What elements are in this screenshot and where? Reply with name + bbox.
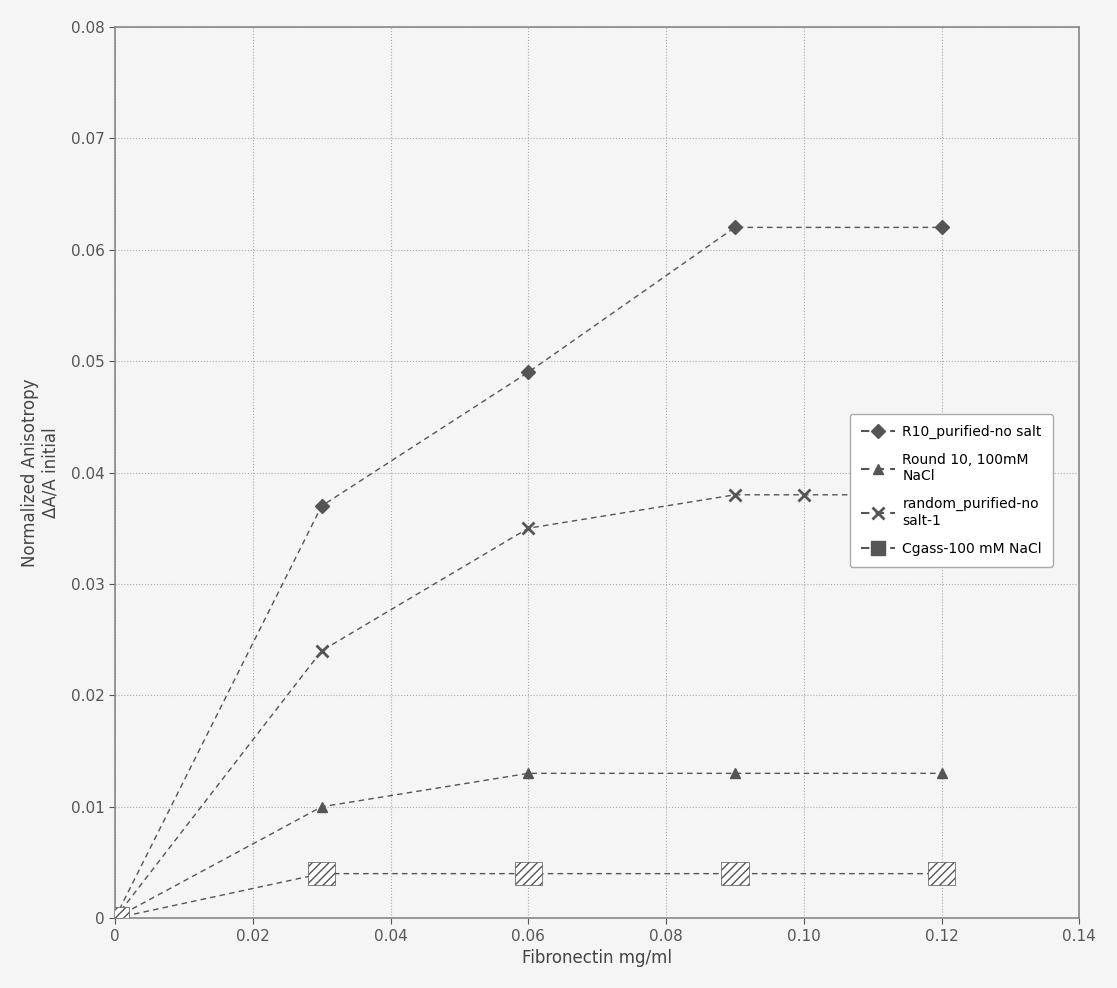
FancyBboxPatch shape [928,863,955,885]
Y-axis label: Normalized Anisotropy
ΔA/A initial: Normalized Anisotropy ΔA/A initial [21,378,59,567]
FancyBboxPatch shape [722,863,748,885]
X-axis label: Fibronectin mg/ml: Fibronectin mg/ml [522,949,672,967]
FancyBboxPatch shape [515,863,542,885]
FancyBboxPatch shape [102,907,128,930]
Legend: R10_purified-no salt, Round 10, 100mM
NaCl, random_purified-no
salt-1, Cgass-100: R10_purified-no salt, Round 10, 100mM Na… [850,414,1053,567]
FancyBboxPatch shape [308,863,335,885]
